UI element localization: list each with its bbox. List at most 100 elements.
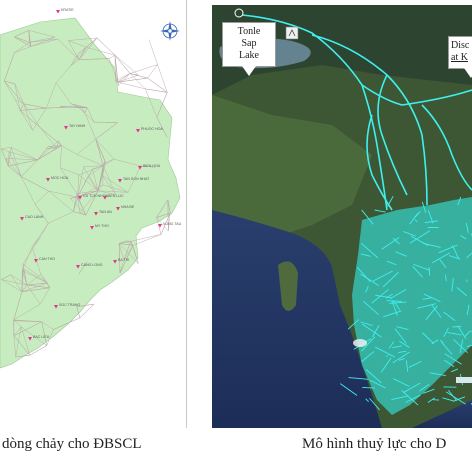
mesh-segment bbox=[427, 210, 434, 224]
mesh-segment bbox=[360, 242, 379, 259]
network-segment bbox=[48, 145, 62, 147]
mesh-segment bbox=[444, 353, 462, 365]
network-segment bbox=[148, 39, 158, 65]
mesh-segment bbox=[348, 377, 369, 380]
mesh-segment bbox=[457, 325, 467, 339]
network-segment bbox=[13, 335, 16, 357]
mesh-segment bbox=[386, 300, 402, 302]
network-segment bbox=[14, 83, 25, 104]
city-marker-icon bbox=[138, 166, 142, 170]
city-marker: BIEN HOA bbox=[138, 164, 161, 170]
city-marker: CAO LANH bbox=[20, 215, 44, 221]
mesh-segment bbox=[389, 288, 407, 300]
mesh-segment bbox=[385, 355, 389, 357]
network-segment bbox=[127, 165, 141, 193]
city-marker: SOC TRANG bbox=[54, 303, 81, 309]
mesh-segment bbox=[444, 274, 447, 282]
city-label: BAC LIEU bbox=[33, 335, 50, 339]
network-segment bbox=[78, 47, 87, 60]
network-segment bbox=[132, 234, 162, 246]
river-channel bbox=[421, 104, 472, 191]
mesh-segment bbox=[443, 311, 456, 321]
city-marker: TAN AN bbox=[94, 210, 112, 216]
city-marker: BA TRI bbox=[113, 258, 129, 264]
network-segment bbox=[78, 58, 110, 60]
network-segment bbox=[70, 47, 87, 67]
city-marker-icon bbox=[28, 337, 32, 341]
network-segment bbox=[79, 190, 99, 213]
network-segment bbox=[1, 279, 27, 286]
network-segment bbox=[29, 38, 58, 43]
network-segment bbox=[31, 223, 49, 248]
mesh-segment bbox=[409, 213, 419, 225]
network-segment bbox=[37, 140, 59, 161]
network-segment bbox=[123, 241, 132, 261]
city-marker-icon bbox=[34, 259, 38, 263]
network-segment bbox=[97, 160, 106, 191]
network-segment bbox=[8, 159, 38, 167]
city-marker-icon bbox=[56, 10, 60, 14]
network-segment bbox=[21, 284, 28, 292]
network-segment bbox=[68, 40, 80, 60]
network-segment bbox=[76, 138, 96, 155]
network-segment bbox=[4, 80, 16, 100]
network-segment bbox=[40, 287, 50, 305]
network-segment bbox=[118, 243, 124, 261]
network-segment bbox=[23, 268, 48, 284]
mesh-segment bbox=[424, 220, 438, 224]
network-segment bbox=[13, 320, 42, 322]
network-segment bbox=[34, 204, 49, 224]
network-segment bbox=[28, 30, 30, 43]
network-segment bbox=[37, 146, 49, 161]
mesh-segment bbox=[369, 397, 380, 411]
city-marker-icon bbox=[136, 129, 140, 133]
network-segment bbox=[108, 58, 118, 83]
map-tool-icon[interactable] bbox=[285, 26, 299, 40]
city-label: TAY NINH bbox=[69, 124, 86, 128]
network-segment bbox=[96, 37, 116, 56]
network-segment bbox=[55, 82, 72, 104]
network-segment bbox=[119, 240, 126, 244]
mesh-segment bbox=[365, 286, 369, 293]
network-segment bbox=[86, 46, 116, 56]
mesh-segment bbox=[393, 378, 410, 387]
mesh-segment bbox=[383, 310, 402, 318]
mesh-segment bbox=[419, 383, 430, 392]
network-segment bbox=[156, 117, 168, 138]
network-segment bbox=[129, 73, 146, 90]
network-segment bbox=[140, 165, 156, 168]
network-segment bbox=[117, 74, 139, 83]
mesh-segment bbox=[466, 304, 470, 315]
network-segment bbox=[70, 59, 79, 67]
city-marker: BAC LIEU bbox=[28, 335, 50, 341]
city-label: CANG LONG bbox=[81, 263, 103, 267]
network-segment bbox=[46, 329, 54, 346]
network-segment bbox=[115, 80, 118, 83]
network-segment bbox=[46, 147, 57, 149]
network-segment bbox=[70, 190, 99, 199]
network-segment bbox=[147, 64, 158, 79]
selection-handle[interactable] bbox=[234, 8, 244, 18]
network-segment bbox=[13, 321, 42, 336]
mesh-segment bbox=[403, 231, 416, 237]
network-segment bbox=[117, 82, 119, 86]
network-segment bbox=[20, 110, 41, 128]
mesh-segment bbox=[392, 237, 400, 245]
network-segment bbox=[58, 140, 62, 146]
network-segment bbox=[20, 110, 33, 131]
mesh-segment bbox=[362, 300, 379, 316]
mesh-segment bbox=[391, 300, 398, 316]
mesh-segment bbox=[429, 372, 446, 377]
mesh-segment bbox=[423, 388, 435, 394]
mesh-segment bbox=[441, 341, 453, 355]
city-marker: PHUOC HOA bbox=[136, 127, 163, 133]
mesh-segment bbox=[392, 300, 401, 311]
network-segment bbox=[98, 190, 129, 193]
network-segment bbox=[6, 158, 38, 161]
city-marker-icon bbox=[20, 217, 24, 221]
city-marker: NHA BE bbox=[116, 205, 135, 211]
city-label: SOC TRANG bbox=[59, 303, 81, 307]
river-channel bbox=[311, 34, 428, 206]
city-marker: VUNG TAU bbox=[158, 222, 182, 228]
city-marker-icon bbox=[103, 196, 107, 200]
